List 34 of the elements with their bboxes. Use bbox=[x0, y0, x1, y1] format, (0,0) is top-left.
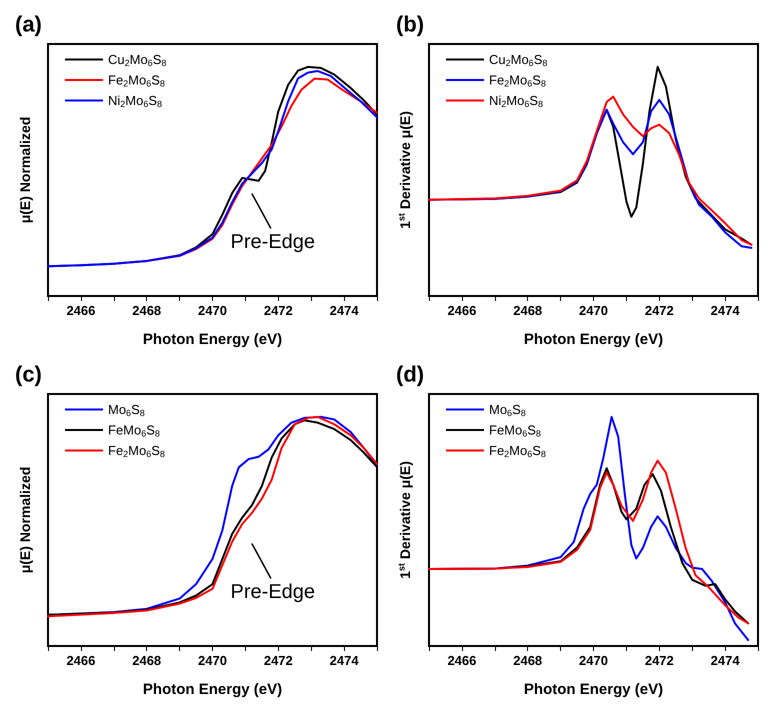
x-tick-label: 2468 bbox=[132, 653, 162, 668]
x-tick-label: 2466 bbox=[447, 653, 476, 668]
y-axis-title: 1st Derivative μ(E) bbox=[396, 111, 413, 229]
x-tick-label: 2470 bbox=[198, 303, 227, 318]
y-axis-title: 1st Derivative μ(E) bbox=[396, 461, 413, 579]
x-tick-label: 2474 bbox=[330, 653, 360, 668]
annotation: Pre-Edge bbox=[230, 581, 316, 604]
x-tick-label: 2468 bbox=[132, 303, 162, 318]
x-axis-title: Photon Energy (eV) bbox=[524, 681, 664, 698]
x-axis-title: Photon Energy (eV) bbox=[524, 331, 664, 348]
annotation: Pre-Edge bbox=[230, 231, 316, 254]
x-tick-label: 2466 bbox=[66, 653, 96, 668]
y-axis-title: μ(E) Normalized bbox=[17, 466, 33, 574]
x-tick-label: 2466 bbox=[447, 303, 476, 318]
chart-title: (c) bbox=[15, 362, 42, 386]
chart-title: (b) bbox=[396, 12, 424, 36]
x-axis-title: Photon Energy (eV) bbox=[142, 331, 282, 348]
x-tick-label: 2474 bbox=[330, 303, 360, 318]
y-axis-title: μ(E) Normalized bbox=[17, 116, 33, 224]
x-tick-label: 2468 bbox=[513, 653, 542, 668]
chart-title: (a) bbox=[15, 12, 42, 36]
x-tick-label: 2472 bbox=[264, 303, 293, 318]
x-tick-label: 2470 bbox=[198, 653, 227, 668]
x-tick-label: 2474 bbox=[710, 653, 740, 668]
x-axis-title: Photon Energy (eV) bbox=[142, 681, 282, 698]
x-tick-label: 2466 bbox=[66, 303, 96, 318]
chart-title: (d) bbox=[396, 362, 424, 386]
x-tick-label: 2470 bbox=[579, 653, 608, 668]
x-tick-label: 2472 bbox=[644, 303, 674, 318]
x-tick-label: 2474 bbox=[710, 303, 740, 318]
x-tick-label: 2470 bbox=[579, 303, 608, 318]
x-tick-label: 2468 bbox=[513, 303, 542, 318]
x-tick-label: 2472 bbox=[644, 653, 674, 668]
x-tick-label: 2472 bbox=[264, 653, 293, 668]
